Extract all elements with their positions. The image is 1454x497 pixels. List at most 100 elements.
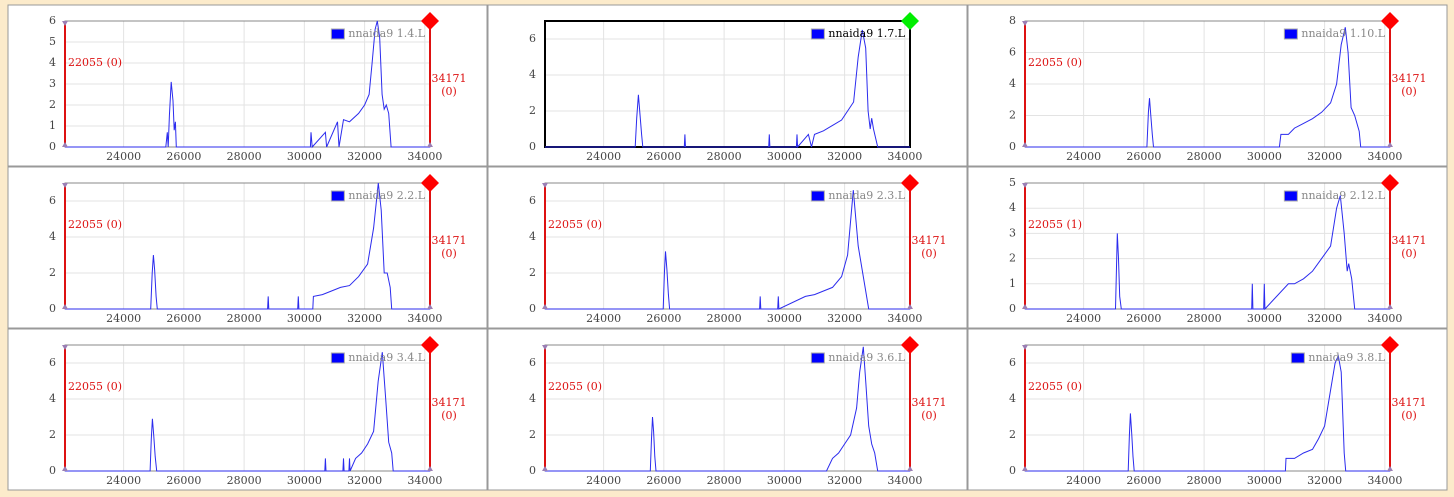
y-tick-label: 0 [49,302,56,315]
y-tick-label: 2 [529,266,536,279]
x-tick-label: 24000 [106,312,141,325]
y-tick-label: 0 [49,140,56,153]
right-annotation: 34171 [1392,234,1427,247]
y-tick-label: 2 [49,428,56,441]
x-tick-label: 26000 [166,150,201,163]
range-handle [62,466,68,471]
data-line [65,20,430,149]
y-tick-label: 0 [1009,302,1016,315]
x-tick-label: 24000 [106,474,141,487]
x-tick-label: 26000 [166,474,201,487]
chart-panel: 24000 26000 28000 30000 32000 34000 0 2 4 6 22055 … [487,328,968,491]
range-handle [62,345,68,350]
status-marker [1381,12,1399,30]
x-tick-label: 24000 [586,312,621,325]
range-handle [1022,183,1028,188]
left-annotation: 22055 (0) [548,218,602,231]
x-tick-label: 32000 [827,312,862,325]
x-tick-label: 28000 [1187,312,1222,325]
legend-label: nnaida9 3.6.L [828,351,905,364]
range-handle [1022,142,1028,147]
x-tick-label: 26000 [166,312,201,325]
x-tick-label: 24000 [1066,474,1101,487]
panel-background [967,4,1448,167]
y-tick-label: 6 [529,32,536,45]
range-handle [907,466,913,471]
x-tick-label: 26000 [646,150,681,163]
panel-background [487,4,968,167]
x-tick-label: 24000 [1066,312,1101,325]
range-handle [1022,466,1028,471]
x-tick-label: 24000 [586,474,621,487]
y-tick-label: 2 [1009,428,1016,441]
y-tick-label: 2 [529,104,536,117]
x-tick-label: 30000 [1247,474,1282,487]
legend-label: nnaida9 1.10.L [1301,27,1385,40]
left-annotation: 22055 (0) [548,380,602,393]
y-tick-label: 4 [529,392,536,405]
data-line [545,29,910,149]
right-annotation: (0) [1401,409,1417,422]
x-tick-label: 30000 [1247,312,1282,325]
panel-background [7,166,488,329]
x-tick-label: 34000 [887,474,922,487]
x-tick-label: 32000 [347,150,382,163]
x-tick-label: 30000 [767,150,802,163]
data-line [1025,354,1390,472]
chart-panel: 24000 26000 28000 30000 32000 34000 0 2 4 6 22055 … [487,166,968,329]
y-tick-label: 4 [529,230,536,243]
x-tick-label: 26000 [1126,312,1161,325]
chart-panel: 24000 26000 28000 30000 32000 34000 0 2 4 6 nnaida… [487,4,968,167]
legend-label: nnaida9 1.4.L [348,27,425,40]
left-annotation: 22055 (0) [1028,56,1082,69]
y-tick-label: 0 [529,140,536,153]
right-annotation: (0) [1401,247,1417,260]
data-line [1025,27,1390,148]
y-tick-label: 1 [49,119,56,132]
data-line [65,182,430,310]
y-tick-label: 0 [529,464,536,477]
legend-swatch [810,352,825,364]
x-tick-label: 34000 [887,312,922,325]
right-annotation: (0) [921,247,937,260]
y-tick-label: 4 [1009,201,1016,214]
y-tick-label: 0 [1009,140,1016,153]
panel-background [967,328,1448,491]
x-tick-label: 26000 [1126,150,1161,163]
x-tick-label: 32000 [1307,474,1342,487]
legend-label: nnaida9 2.2.L [348,189,425,202]
x-tick-label: 28000 [707,474,742,487]
right-annotation: 34171 [1392,72,1427,85]
x-tick-label: 30000 [287,312,322,325]
legend-swatch [1283,190,1298,202]
x-tick-label: 32000 [347,474,382,487]
range-handle [542,345,548,350]
x-tick-label: 30000 [1247,150,1282,163]
x-tick-label: 28000 [707,312,742,325]
legend-swatch [330,28,345,40]
x-tick-label: 34000 [407,150,442,163]
legend-label: nnaida9 3.4.L [348,351,425,364]
x-tick-label: 28000 [707,150,742,163]
legend-label: nnaida9 3.8.L [1308,351,1385,364]
y-tick-label: 0 [529,302,536,315]
panel-background [967,166,1448,329]
left-annotation: 22055 (0) [68,380,122,393]
x-tick-label: 34000 [887,150,922,163]
right-annotation: 34171 [432,234,467,247]
range-handle [1387,142,1393,147]
y-tick-label: 5 [49,35,56,48]
x-tick-label: 28000 [1187,474,1222,487]
legend-swatch [330,352,345,364]
right-annotation: 34171 [432,396,467,409]
x-tick-label: 30000 [287,474,322,487]
legend-label: nnaida9 2.3.L [828,189,905,202]
y-tick-label: 4 [1009,77,1016,90]
data-line [65,352,430,472]
legend-swatch [810,190,825,202]
chart-panel: 24000 26000 28000 30000 32000 34000 0 1 2 3 4 5 6 220… [7,4,488,167]
y-tick-label: 5 [1009,176,1016,189]
right-annotation: 34171 [432,72,467,85]
x-tick-label: 24000 [586,150,621,163]
